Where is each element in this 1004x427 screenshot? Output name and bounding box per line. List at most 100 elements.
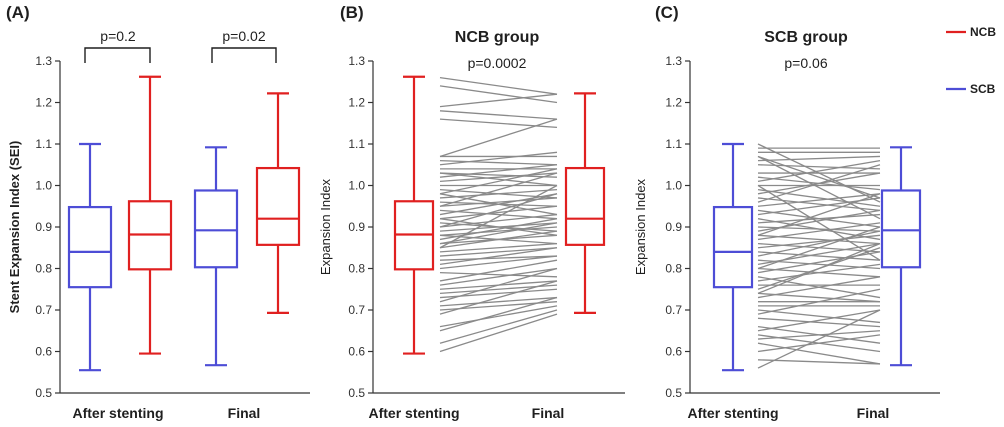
panel-b-pair-line (439, 76, 558, 95)
panel-a-box-ncb-final (255, 92, 301, 315)
panel-c-label: (C) (655, 3, 679, 22)
panel-b-box-final (564, 92, 606, 315)
panel-b-pair-line (439, 309, 558, 344)
panel-a-y-tick-label: 1.1 (35, 137, 52, 151)
panel-b-pair-line (439, 168, 558, 195)
panel-b-pair-line (439, 159, 558, 166)
panel-b-y-tick-label: 1.2 (348, 96, 365, 110)
panel-c-y-tick-label: 0.9 (665, 220, 682, 234)
panel-a-y-tick-label: 0.5 (35, 386, 52, 400)
panel-a-y-tick-label: 1.2 (35, 96, 52, 110)
panel-a-y-axis-title: Stent Expansion Index (SEI) (7, 141, 22, 314)
panel-a-bracket-1 (84, 47, 151, 63)
panel-a-bracket-2 (211, 47, 277, 63)
panel-c-box-final-iqr-box (880, 189, 922, 269)
panel-c-y-tick-label: 0.6 (665, 345, 682, 359)
panel-a-y-tick-label: 0.8 (35, 262, 52, 276)
panel-b-pair-line (439, 280, 558, 315)
panel-c-box-after-stenting-iqr-box (712, 205, 754, 289)
panel-c-box-final (880, 146, 922, 367)
panel-c-y-tick-label: 1.1 (665, 137, 682, 151)
panel-b-box-final-iqr-box (564, 166, 606, 246)
panel-b-y-axis-title: Expansion Index (318, 178, 333, 275)
panel-b-pvalue: p=0.0002 (468, 55, 527, 71)
panel-b-y-tick-label: 0.5 (348, 386, 365, 400)
panel-c-paired-lines (757, 143, 881, 369)
panel-a-y-tick-label: 0.6 (35, 345, 52, 359)
panel-b-pair-line (439, 172, 558, 187)
panel-c-pvalue: p=0.06 (784, 55, 827, 71)
panel-c-pair-line (757, 159, 881, 182)
panel-b-pair-line (439, 230, 558, 249)
panel-a-x-label-after-stenting: After stenting (73, 405, 164, 421)
panel-b-y-tick-label: 1.1 (348, 137, 365, 151)
panel-c-pair-line (757, 292, 881, 303)
panel-c-pair-line (757, 164, 881, 203)
panel-a-box-scb-final-iqr-box (193, 189, 239, 269)
panel-a-y-tick-label: 0.7 (35, 303, 52, 317)
panel-a-x-label-final: Final (228, 405, 261, 421)
panel-c-title: SCB group (764, 29, 848, 46)
panel-c-pair-line (757, 184, 881, 261)
panel-a-axes: 0.5 0.6 0.7 0.8 0.9 1.0 1.1 1.2 1.3 (35, 54, 310, 400)
panel-c-pair-line (757, 164, 881, 170)
panel-b-pair-line (439, 247, 558, 257)
panel-b-paired-lines (439, 76, 558, 353)
panel-c-pair-line (757, 197, 881, 212)
panel-b-pair-line (439, 189, 558, 199)
panel-c-box-after-stenting (712, 142, 754, 372)
legend-label-ncb: NCB (970, 25, 996, 39)
panel-b-y-tick-label: 0.8 (348, 262, 365, 276)
panel-b-title: NCB group (455, 29, 540, 46)
panel-c-pair-line (757, 288, 881, 315)
panel-b-pair-line (439, 267, 558, 286)
panel-a-pvalue-1: p=0.2 (100, 28, 136, 44)
panel-b-pair-line (439, 296, 558, 307)
panel-b-pair-line (439, 151, 558, 166)
panel-c-pair-line (757, 226, 881, 270)
panel-b-x-label-final: Final (532, 405, 565, 421)
panel-b-pair-line (439, 85, 558, 104)
panel-c-pair-line (757, 309, 881, 332)
panel-b-pair-line (439, 305, 558, 328)
panel-a-box-scb-after-stenting-iqr-box (67, 205, 113, 289)
panel-c-y-tick-label: 1.3 (665, 54, 682, 68)
panel-b-pair-line (439, 242, 558, 253)
panel-c-pair-line (757, 193, 881, 236)
panel-c: (C) SCB group p=0.06 Expansion Index 0.5… (633, 3, 940, 421)
panel-b-pair-line (439, 226, 558, 236)
panel-b-pair-line (439, 209, 558, 220)
legend: NCB SCB (946, 25, 996, 96)
panel-b-box-after-stenting (393, 75, 435, 355)
panel-c-x-label-final: Final (857, 405, 890, 421)
panel-b: (B) NCB group p=0.0002 Expansion Index 0… (318, 3, 625, 421)
panel-c-pair-line (757, 155, 881, 162)
panel-b-pair-line (439, 267, 558, 303)
panel-c-pair-line (757, 189, 881, 207)
panel-b-pair-line (439, 218, 558, 241)
panel-b-pair-line (439, 218, 558, 236)
panel-c-pair-line (757, 242, 881, 295)
panel-b-y-tick-label: 0.9 (348, 220, 365, 234)
panel-c-pair-line (757, 359, 881, 365)
panel-b-y-tick-label: 0.7 (348, 303, 365, 317)
panel-c-pair-line (757, 213, 881, 224)
panel-a-box-scb-final (193, 146, 239, 367)
panel-a-label: (A) (6, 3, 30, 22)
panel-c-y-tick-label: 0.8 (665, 262, 682, 276)
panel-c-axes: 0.5 0.6 0.7 0.8 0.9 1.0 1.1 1.2 1.3 (665, 54, 940, 400)
panel-b-pair-line (439, 118, 558, 158)
panel-b-label: (B) (340, 3, 364, 22)
panel-a-y-tick-label: 1.0 (35, 179, 52, 193)
panel-b-pair-line (439, 172, 558, 207)
panel-c-pair-line (757, 251, 881, 261)
panel-b-pair-line (439, 272, 558, 278)
legend-label-scb: SCB (970, 82, 996, 96)
panel-c-plot-area (712, 142, 922, 372)
panel-c-pair-line (757, 330, 881, 340)
panel-a-box-ncb-after-stenting (127, 75, 173, 355)
panel-b-pair-line (439, 213, 558, 228)
panel-c-x-label-after-stenting: After stenting (688, 405, 779, 421)
panel-c-pair-line (757, 155, 881, 199)
panel-b-pair-line (439, 259, 558, 282)
